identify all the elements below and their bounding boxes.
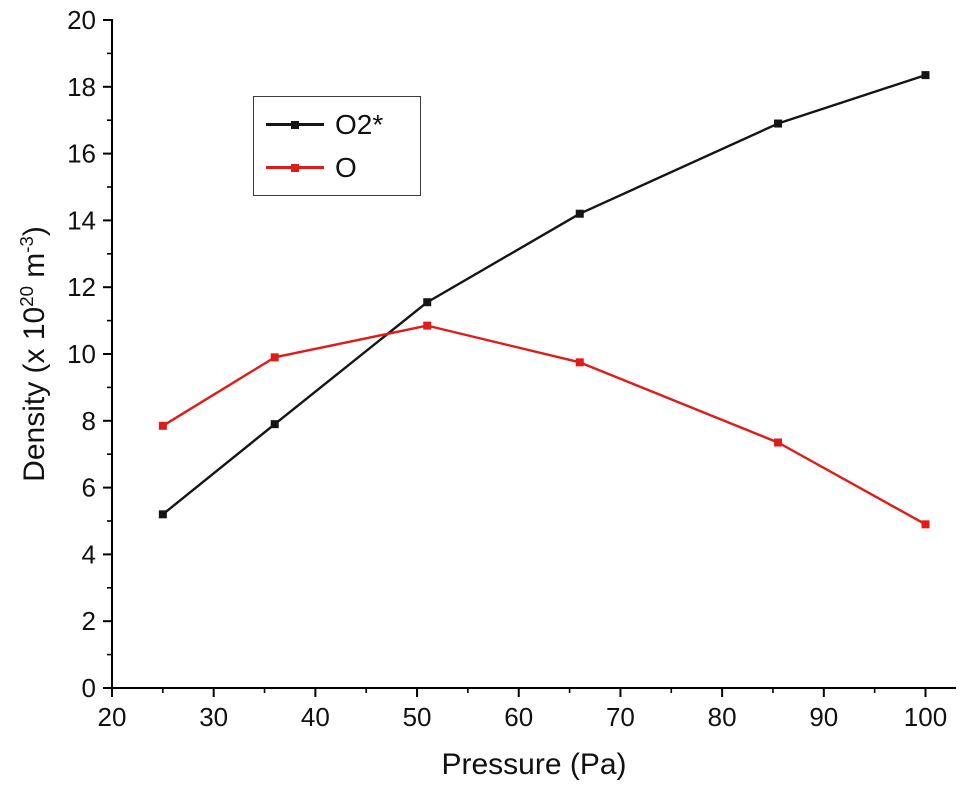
series-marker-O	[921, 520, 930, 529]
series-marker-O	[423, 321, 432, 330]
legend-entry-o: O	[266, 146, 408, 189]
legend: O2* O	[253, 96, 421, 196]
legend-label-o2star: O2*	[335, 108, 384, 140]
y-tick-label: 20	[67, 5, 96, 35]
x-tick-label: 80	[708, 702, 737, 732]
series-marker-O2*	[575, 209, 584, 218]
y-tick-label: 8	[82, 406, 96, 436]
y-tick-label: 2	[82, 606, 96, 636]
y-tick-label: 6	[82, 473, 96, 503]
legend-marker-o2star	[291, 120, 299, 129]
series-marker-O2*	[158, 510, 167, 519]
y-tick-label: 10	[67, 339, 96, 369]
x-tick-label: 90	[809, 702, 838, 732]
x-tick-label: 100	[904, 702, 947, 732]
legend-line-o	[266, 163, 324, 172]
series-marker-O	[575, 358, 584, 367]
y-tick-label: 18	[67, 72, 96, 102]
x-tick-label: 40	[301, 702, 330, 732]
y-tick-label: 16	[67, 139, 96, 169]
series-line-O2*	[162, 73, 926, 516]
x-tick-label: 70	[606, 702, 635, 732]
series-marker-O2*	[774, 119, 783, 128]
y-tick-label: 12	[67, 272, 96, 302]
legend-line-o2star	[266, 120, 324, 129]
legend-entry-o2star: O2*	[266, 103, 408, 146]
y-tick-label: 14	[67, 205, 96, 235]
y-tick-label: 4	[82, 539, 96, 569]
series-marker-O2*	[921, 71, 930, 80]
series-marker-O	[270, 353, 279, 362]
series-marker-O2*	[270, 420, 279, 429]
series-line-O	[162, 324, 927, 526]
legend-label-o: O	[335, 151, 357, 183]
legend-marker-o	[291, 163, 299, 172]
x-axis-label: Pressure (Pa)	[441, 748, 627, 781]
series-marker-O	[774, 438, 783, 447]
series-marker-O	[158, 421, 167, 430]
y-tick-label: 0	[82, 673, 96, 703]
y-axis-label: Density (x 1020 m-3)	[16, 226, 51, 482]
x-tick-label: 60	[504, 702, 533, 732]
x-tick-label: 20	[98, 702, 127, 732]
x-tick-label: 50	[403, 702, 432, 732]
series-marker-O2*	[423, 298, 432, 307]
x-tick-label: 30	[199, 702, 228, 732]
